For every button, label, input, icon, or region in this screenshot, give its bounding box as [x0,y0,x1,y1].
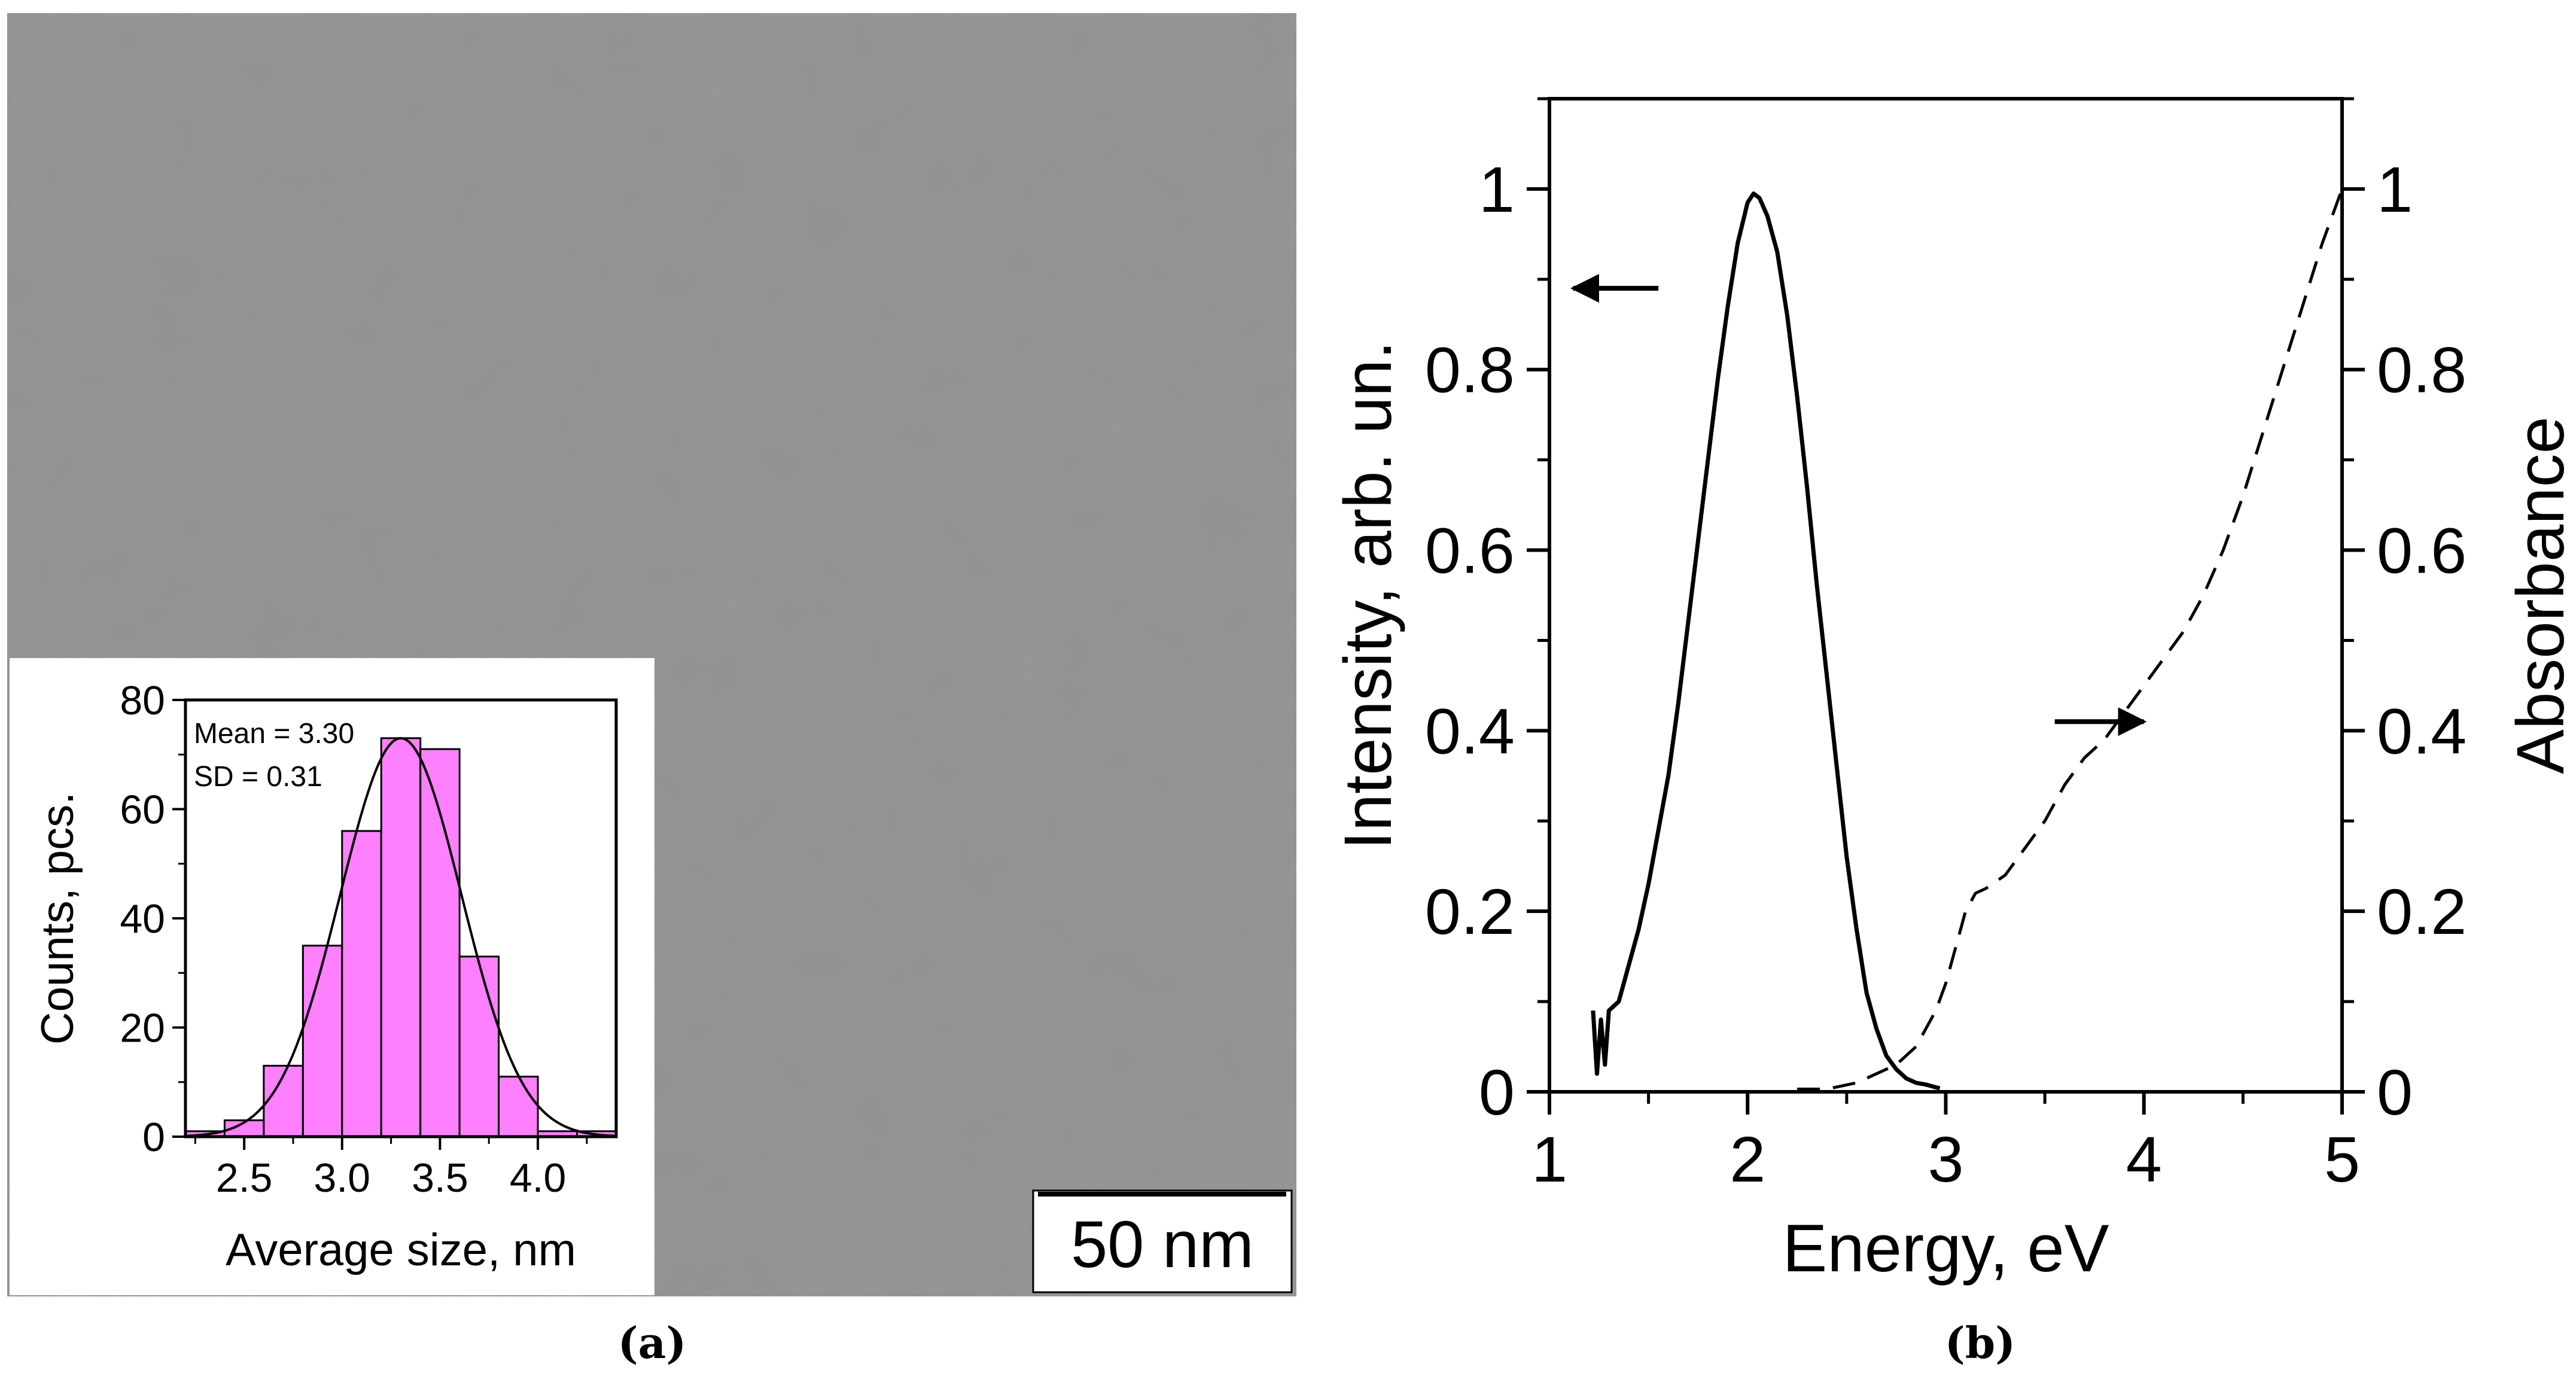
inset-x-axis-label: Average size, nm [226,1225,576,1275]
inset-xtick-label-0: 2.5 [216,1155,273,1201]
xtick-label-3: 4 [2126,1123,2162,1195]
right-ytick-label-4: 0.8 [2377,334,2467,406]
left-ytick-label-1: 0.2 [1425,875,1515,948]
intensity-series-line [1591,191,1941,1091]
scale-bar-label: 50 nm [1071,1208,1254,1281]
right-ytick-label-0: 0 [2377,1056,2413,1128]
inset-ytick-label-1: 20 [120,1006,165,1051]
histogram-bar-5 [380,737,422,1138]
gaussian-fit-line [185,736,617,1137]
inset-annotation-0: Mean = 3.30 [194,718,354,750]
xtick-label-4: 5 [2324,1123,2360,1195]
histogram-bar-4 [341,830,382,1138]
scale-bar-box [1032,1189,1293,1293]
inset-y-axis-label: Counts, pcs. [32,792,83,1045]
histogram-bar-7 [458,955,500,1138]
chart-frame [1548,97,2344,1094]
right-ytick-label-5: 1 [2377,153,2413,226]
histogram-bar-8 [498,1076,539,1138]
histogram-bar-3 [302,945,343,1138]
micrograph-panel: 50 nm 0 20 40 60 80 2.5 3.0 3.5 4.0 Average size,… [7,13,1296,1296]
caption-b: (b) [1945,1317,2015,1368]
caption-a: (a) [618,1317,687,1368]
inset-xtick-label-1: 3.0 [314,1155,371,1201]
inset-ytick-label-0: 0 [142,1115,165,1160]
x-axis-label: Energy, eV [1783,1211,2109,1286]
size-histogram-inset: 0 20 40 60 80 2.5 3.0 3.5 4.0 Average size, nm Cou… [10,658,654,1295]
left-ytick-label-4: 0.8 [1425,334,1515,406]
inset-xtick-label-2: 3.5 [412,1155,468,1201]
xtick-label-2: 3 [1928,1123,1963,1195]
xtick-label-1: 2 [1729,1123,1765,1195]
y-axis-label-right: Absorbance [2503,416,2576,774]
inset-annotation-1: SD = 0.31 [194,761,322,793]
y-axis-label-left: Intensity, arb. un. [1330,341,1405,850]
left-ytick-label-2: 0.4 [1425,695,1515,767]
inset-ytick-label-4: 80 [120,678,165,723]
inset-xtick-label-3: 4.0 [510,1155,567,1201]
right-ytick-label-2: 0.4 [2377,695,2467,767]
right-ytick-label-3: 0.6 [2377,515,2467,587]
left-ytick-label-0: 0 [1479,1056,1515,1128]
absorbance-series-line [1797,188,2344,1091]
left-ytick-label-3: 0.6 [1425,515,1515,587]
histogram-bar-6 [419,748,461,1138]
xtick-label-0: 1 [1531,1123,1567,1195]
inset-ytick-label-3: 60 [120,787,165,833]
inset-ytick-label-2: 40 [120,896,165,942]
right-ytick-label-1: 0.2 [2377,875,2467,948]
left-ytick-label-5: 1 [1479,153,1515,226]
